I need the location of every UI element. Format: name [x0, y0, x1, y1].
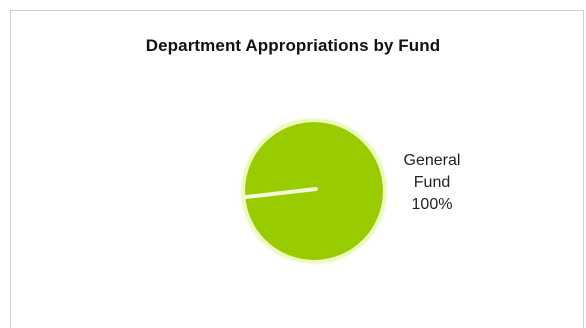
slice-label-line-3: 100%: [411, 196, 453, 213]
slice-label-line-2: Fund: [413, 174, 451, 191]
pie-start-line: [244, 187, 318, 199]
chart-title: Department Appropriations by Fund: [145, 36, 441, 55]
slice-label-general-fund: General Fund 100%: [376, 150, 488, 216]
pie-slice-glow: [241, 118, 387, 264]
slice-label-line-1: General: [403, 152, 461, 169]
